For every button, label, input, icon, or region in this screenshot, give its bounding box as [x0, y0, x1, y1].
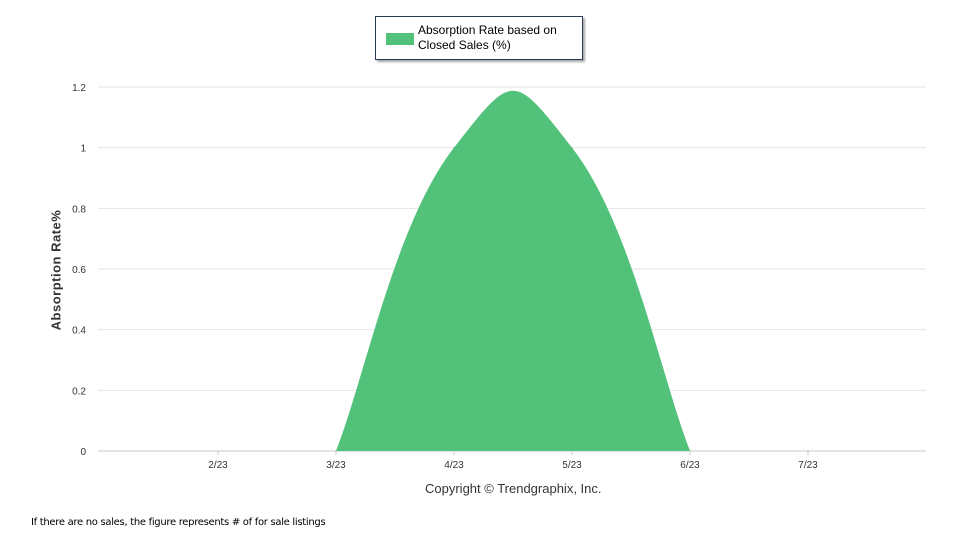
y-tick-label: 0 — [80, 447, 86, 458]
legend-label: Absorption Rate based on Closed Sales (%… — [418, 23, 557, 52]
series-area — [217, 90, 809, 452]
y-axis-label: Absorption Rate% — [48, 209, 64, 331]
y-tick-label: 0.4 — [72, 326, 86, 337]
x-axis-label: Copyright © Trendgraphix, Inc. — [425, 481, 602, 496]
y-tick-label: 0.6 — [72, 265, 86, 276]
x-tick-label: 6/23 — [680, 460, 700, 471]
y-tick-label: 1 — [80, 144, 86, 155]
x-tick-label: 5/23 — [562, 460, 582, 471]
data-point — [453, 147, 455, 149]
legend: Absorption Rate based on Closed Sales (%… — [375, 16, 583, 60]
legend-swatch — [386, 33, 414, 45]
x-tick-label: 3/23 — [326, 460, 346, 471]
y-tick-label: 0.2 — [72, 386, 86, 397]
x-tick-label: 4/23 — [444, 460, 464, 471]
footnote: If there are no sales, the figure repres… — [31, 517, 326, 528]
y-tick-label: 1.2 — [72, 83, 86, 94]
y-axis-ticks: 0 0.2 0.4 0.6 0.8 1 1.2 — [72, 83, 86, 458]
x-axis: 2/23 3/23 4/23 5/23 6/23 7/23 — [208, 451, 818, 471]
y-tick-label: 0.8 — [72, 204, 86, 215]
x-tick-label: 7/23 — [798, 460, 818, 471]
data-point — [571, 147, 573, 149]
series-area-path — [336, 90, 690, 451]
x-tick-label: 2/23 — [208, 460, 228, 471]
